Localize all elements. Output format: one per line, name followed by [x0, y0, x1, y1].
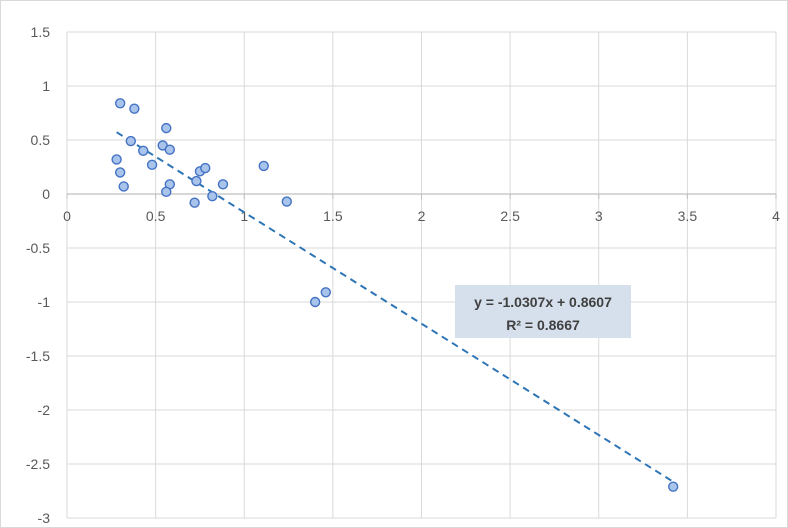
y-tick-label: 1 — [42, 78, 50, 94]
data-point — [309, 296, 321, 308]
x-tick-label: 3 — [595, 208, 603, 224]
x-axis-line — [66, 193, 777, 199]
x-tick-label: 1.5 — [323, 208, 343, 224]
y-tick-label: -2 — [38, 402, 51, 418]
y-tick-label: -1 — [38, 294, 51, 310]
trendline-equation: y = -1.0307x + 0.8607 — [474, 294, 612, 310]
y-tick-label: -2.5 — [26, 456, 50, 472]
data-point — [118, 181, 129, 192]
data-point — [114, 167, 126, 178]
data-point — [667, 481, 679, 492]
x-tick-label: 1 — [240, 208, 248, 224]
y-tick-label: 0 — [42, 186, 50, 202]
data-point — [164, 144, 176, 155]
data-point — [129, 103, 140, 114]
y-tick-label: 1.5 — [31, 24, 51, 40]
data-point — [161, 122, 172, 134]
trendline-r-squared: R² = 0.8667 — [506, 317, 580, 333]
x-tick-label: 2 — [418, 208, 426, 224]
data-point — [217, 179, 229, 190]
data-point — [161, 186, 172, 198]
x-tick-label: 3.5 — [678, 208, 698, 224]
trendline-label-background — [455, 285, 631, 338]
data-point — [281, 196, 292, 207]
data-point — [320, 287, 331, 298]
data-point — [111, 154, 122, 165]
x-tick-label: 0 — [63, 208, 71, 224]
data-point — [114, 98, 126, 109]
data-point — [189, 197, 200, 208]
data-point — [138, 145, 149, 157]
x-tick-label: 2.5 — [500, 208, 520, 224]
data-point — [146, 159, 158, 171]
y-tick-label: -1.5 — [26, 348, 50, 364]
y-tick-label: -0.5 — [26, 240, 50, 256]
trendline-label: y = -1.0307x + 0.8607 R² = 0.8667 — [455, 285, 631, 338]
x-axis-tick-labels: 0 0.5 1 1.5 2 2.5 3 3.5 4 — [63, 208, 780, 224]
trendline-group — [116, 131, 674, 483]
data-point — [258, 160, 269, 172]
y-axis-tick-labels: 1.5 1 0.5 0 -0.5 -1 -1.5 -2 -2.5 -3 — [26, 24, 50, 526]
x-tick-label: 4 — [772, 208, 780, 224]
x-tick-label: 0.5 — [146, 208, 166, 224]
data-points — [111, 98, 679, 492]
y-tick-label: 0.5 — [31, 132, 51, 148]
data-point — [125, 135, 137, 147]
data-point — [207, 190, 218, 202]
grid-lines — [66, 31, 777, 519]
data-point — [191, 175, 202, 187]
y-tick-label: -3 — [38, 510, 51, 526]
trendline — [116, 131, 674, 483]
data-point — [200, 162, 211, 174]
